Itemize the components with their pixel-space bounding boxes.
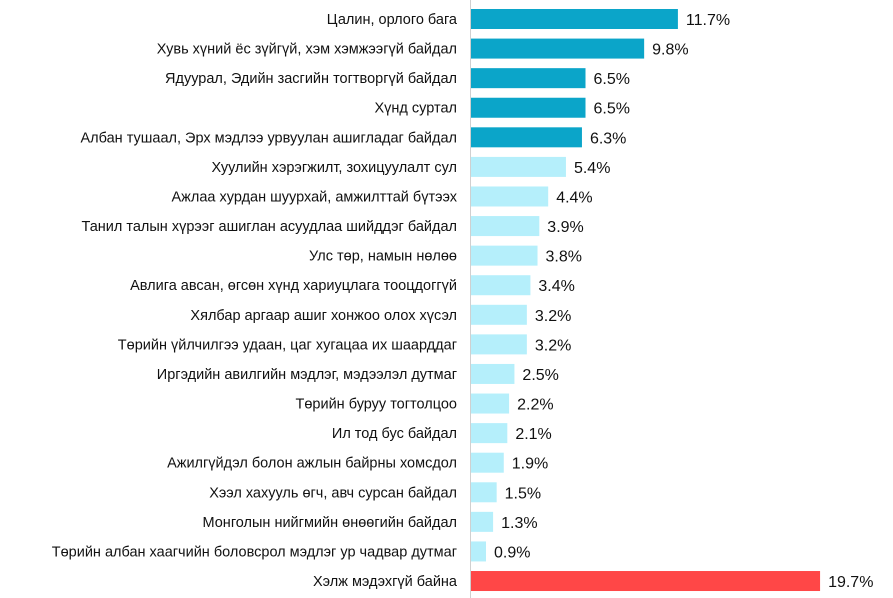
- category-label: Авлига авсан, өгсөн хүнд хариуцлага тооц…: [130, 278, 457, 294]
- value-label: 9.8%: [652, 42, 688, 59]
- value-label: 3.8%: [546, 249, 582, 266]
- category-label: Төрийн үйлчилгээ удаан, цаг хугацаа их ш…: [118, 337, 457, 353]
- value-label: 1.3%: [501, 515, 537, 532]
- bar: [470, 156, 566, 177]
- value-label: 3.4%: [538, 278, 574, 295]
- category-label: Танил талын хүрээг ашиглан асуудлаа шийд…: [82, 219, 458, 235]
- category-label: Иргэдийн авилгийн мэдлэг, мэдээлэл дутма…: [157, 367, 457, 383]
- value-label: 11.7%: [686, 12, 730, 29]
- value-label: 19.7%: [828, 574, 873, 591]
- value-label: 3.2%: [535, 337, 571, 354]
- value-label: 1.9%: [512, 456, 548, 473]
- category-label: Монголын нийгмийн өнөөгийн байдал: [203, 515, 458, 531]
- bar: [470, 452, 504, 473]
- category-label: Албан тушаал, Эрх мэдлээ урвуулан ашигла…: [81, 130, 457, 146]
- category-label: Ядуурал, Эдийн засгийн тогтворгүй байдал: [165, 71, 457, 87]
- value-label: 2.2%: [517, 397, 553, 414]
- category-label: Хэлж мэдэхгүй байна: [313, 574, 458, 590]
- bar: [470, 363, 515, 384]
- bar: [470, 511, 494, 532]
- bar: [470, 571, 821, 592]
- category-label: Ил тод бус байдал: [332, 426, 457, 442]
- category-label: Хээл хахууль өгч, авч сурсан байдал: [209, 485, 457, 501]
- bar: [470, 423, 508, 444]
- bar: [470, 334, 527, 355]
- value-label: 5.4%: [574, 160, 610, 177]
- value-label: 3.9%: [547, 219, 583, 236]
- bar: [470, 482, 497, 503]
- bar: [470, 275, 531, 296]
- value-label: 0.9%: [494, 544, 530, 561]
- category-label: Төрийн албан хаагчийн боловсрол мэдлэг у…: [52, 544, 457, 560]
- bar: [470, 186, 549, 207]
- category-label: Улс төр, намын нөлөө: [309, 249, 457, 265]
- value-label: 2.1%: [515, 426, 551, 443]
- bar: [470, 304, 527, 325]
- category-label: Төрийн буруу тогтолцоо: [295, 397, 457, 413]
- bar: [470, 97, 586, 118]
- bar: [470, 245, 538, 266]
- category-label: Ажлаа хурдан шуурхай, амжилттай бүтээх: [172, 189, 458, 205]
- category-label: Хялбар аргаар ашиг хонжоо олох хүсэл: [190, 308, 457, 324]
- category-label: Ажилгүйдэл болон ажлын байрны хомсдол: [167, 456, 457, 472]
- value-label: 4.4%: [556, 189, 592, 206]
- bar: [470, 127, 582, 148]
- bar: [470, 216, 540, 237]
- bar: [470, 68, 586, 89]
- category-label: Хуулийн хэрэгжилт, зохицуулалт сул: [211, 160, 457, 176]
- value-label: 2.5%: [522, 367, 558, 384]
- value-label: 3.2%: [535, 308, 571, 325]
- bar: [470, 38, 645, 59]
- category-label: Цалин, орлого бага: [327, 12, 458, 28]
- bar: [470, 9, 678, 29]
- value-label: 6.5%: [594, 71, 630, 88]
- bar: [470, 393, 510, 414]
- category-label: Хүнд суртал: [374, 101, 457, 117]
- value-label: 6.5%: [594, 101, 630, 118]
- value-label: 1.5%: [505, 485, 541, 502]
- bar: [470, 541, 486, 562]
- value-label: 6.3%: [590, 130, 626, 147]
- category-label: Хувь хүний ёс зүйгүй, хэм хэмжээгүй байд…: [157, 42, 457, 58]
